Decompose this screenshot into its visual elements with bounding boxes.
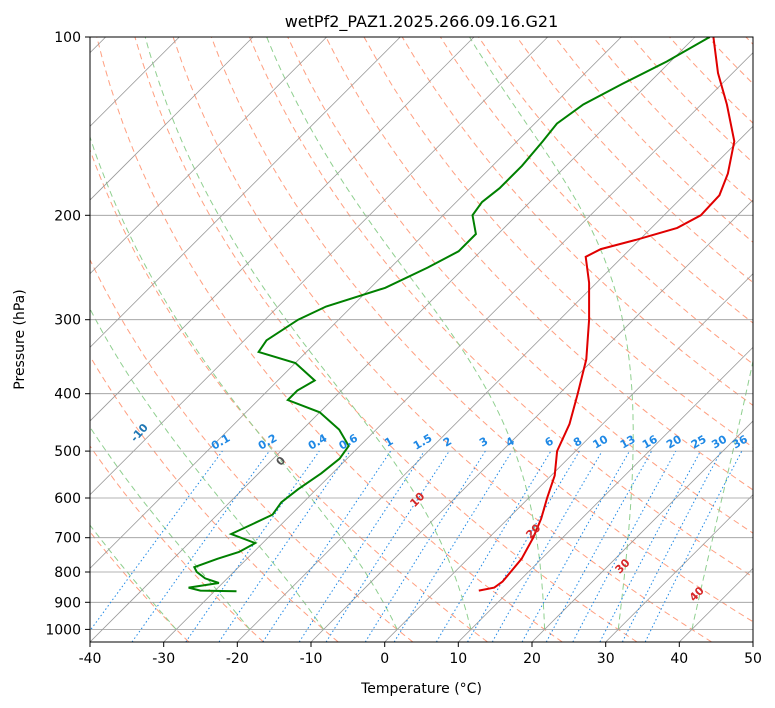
isotherm-line xyxy=(384,273,753,642)
x-tick-label: -30 xyxy=(152,651,175,667)
chart-title: wetPf2_PAZ1.2025.266.09.16.G21 xyxy=(285,12,559,32)
mixing-ratio-line xyxy=(644,450,743,642)
mixing-ratio-line xyxy=(185,450,320,642)
moist-adiabat-line xyxy=(691,358,753,630)
x-axis-ticks: -40 -30 -20 -10 0 10 20 30 40 50 xyxy=(79,642,762,667)
mixing-ratio-line xyxy=(545,450,653,642)
x-tick-label: -20 xyxy=(226,651,249,667)
y-axis-label: Pressure (hPa) xyxy=(12,289,28,389)
moist-adiabat-line xyxy=(144,37,472,630)
x-tick-label: 50 xyxy=(744,651,762,667)
y-tick-label: 1000 xyxy=(45,622,81,638)
y-tick-label: 600 xyxy=(54,491,81,507)
isotherm-line xyxy=(90,37,696,642)
dry-adiabat-line xyxy=(210,37,753,623)
x-axis-label: Temperature (°C) xyxy=(360,681,482,697)
x-tick-label: 10 xyxy=(449,651,467,667)
isotherm-line xyxy=(90,37,401,348)
isotherm-line xyxy=(90,37,622,569)
dry-adiabat-line xyxy=(90,445,264,642)
mixing-ratio-line xyxy=(521,450,630,642)
mixing-ratio-line xyxy=(218,450,351,642)
mixing-ratio-line xyxy=(262,450,392,642)
mixing-ratio-line xyxy=(90,450,223,632)
mixing-ratio-line xyxy=(131,450,270,642)
dry-adiabat-line xyxy=(134,37,638,642)
moist-adiabats xyxy=(90,37,753,630)
mixing-ratio-line xyxy=(298,450,425,642)
dry-adiabats xyxy=(90,37,753,642)
mixing-ratio-lines xyxy=(90,450,743,642)
y-tick-label: 300 xyxy=(54,313,81,329)
moist-adiabat-line xyxy=(90,426,251,630)
isotherm-line xyxy=(310,199,753,642)
sounding-traces xyxy=(188,37,736,593)
y-tick-label: 800 xyxy=(54,565,81,581)
isotherm-line xyxy=(90,37,548,496)
x-tick-label: 0 xyxy=(380,651,389,667)
dry-adiabat-line xyxy=(96,37,563,642)
isobars xyxy=(90,37,753,630)
y-tick-label: 700 xyxy=(54,531,81,547)
moist-adiabat-line xyxy=(266,37,546,630)
mixing-ratio-line xyxy=(393,450,513,642)
isotherm-line xyxy=(163,52,753,642)
isotherm-line xyxy=(237,125,753,642)
dry-adiabat-line xyxy=(172,37,712,642)
isotherm-line xyxy=(531,420,753,642)
mixing-ratio-line xyxy=(572,450,677,642)
isotherm-line xyxy=(605,494,753,642)
dry-adiabat-line xyxy=(90,258,414,642)
isotherms xyxy=(90,37,753,642)
plot-frame xyxy=(89,36,754,643)
isotherm-line xyxy=(90,37,475,422)
dry-adiabat-line xyxy=(90,355,339,642)
moist-adiabat-line xyxy=(469,37,634,630)
isotherm-line xyxy=(90,37,254,201)
temperature-trace xyxy=(478,37,736,592)
y-tick-label: 900 xyxy=(54,595,81,611)
moist-adiabat-line xyxy=(90,524,177,630)
isotherm-line xyxy=(458,346,753,642)
mixing-ratio-line xyxy=(325,450,450,642)
dry-adiabat-line xyxy=(325,37,753,491)
x-tick-label: -40 xyxy=(79,651,102,667)
dewpoint-trace xyxy=(188,37,711,593)
y-tick-label: 400 xyxy=(54,387,81,403)
dry-adiabat-line xyxy=(287,37,753,534)
y-axis-ticks: 100 200 300 400 500 600 700 800 900 1000 xyxy=(45,30,90,638)
y-tick-label: 200 xyxy=(54,208,81,224)
isotherm-line xyxy=(90,37,327,275)
dry-adiabat-line xyxy=(516,37,753,284)
y-tick-label: 500 xyxy=(54,444,81,460)
moist-adiabat-line xyxy=(90,308,325,630)
dry-adiabat-line xyxy=(249,37,753,578)
moist-adiabat-line xyxy=(90,135,398,630)
x-tick-label: 20 xyxy=(523,651,541,667)
x-tick-label: 30 xyxy=(597,651,615,667)
y-tick-label: 100 xyxy=(54,30,81,46)
x-tick-label: -10 xyxy=(300,651,323,667)
x-tick-label: 40 xyxy=(670,651,688,667)
